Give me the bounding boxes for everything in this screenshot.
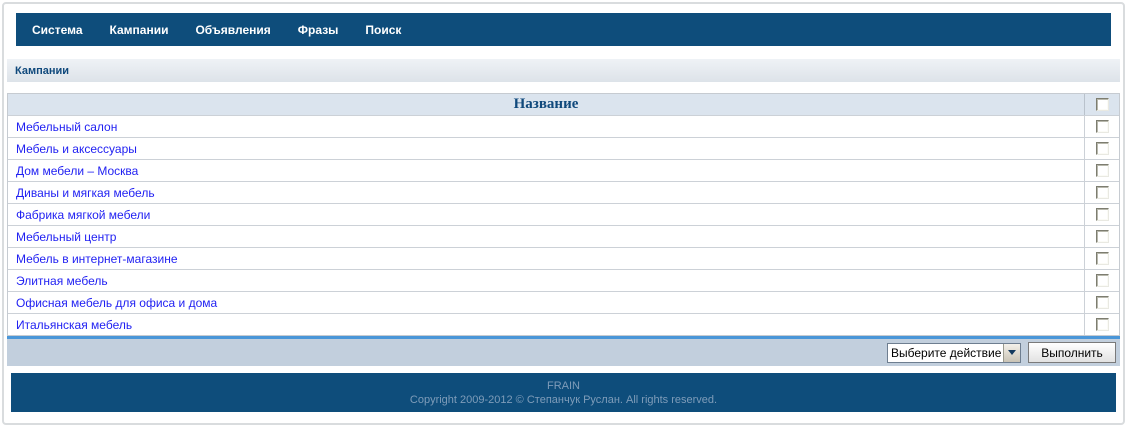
column-header-name: Название (513, 96, 579, 112)
row-checkbox-cell (1084, 116, 1119, 137)
row-checkbox-cell (1084, 270, 1119, 291)
campaign-name-cell: Дом мебели – Москва (8, 160, 1084, 181)
campaign-name-cell: Офисная мебель для офиса и дома (8, 292, 1084, 313)
footer: FRAIN Copyright 2009-2012 © Степанчук Ру… (11, 373, 1116, 412)
campaign-name-cell: Мебель в интернет-магазине (8, 248, 1084, 269)
row-checkbox-cell (1084, 314, 1119, 335)
campaign-link[interactable]: Итальянская мебель (16, 317, 133, 332)
campaign-name-cell: Элитная мебель (8, 270, 1084, 291)
table-row: Мебель и аксессуары (8, 137, 1119, 159)
top-navigation: Система Кампании Объявления Фразы Поиск (16, 13, 1111, 46)
nav-menu-item[interactable]: Поиск (365, 22, 402, 37)
breadcrumb-bar: Кампании (7, 59, 1120, 82)
row-checkbox[interactable] (1095, 120, 1109, 133)
campaign-link[interactable]: Элитная мебель (16, 273, 108, 288)
table-row: Диваны и мягкая мебель (8, 181, 1119, 203)
nav-menu-item[interactable]: Кампании (109, 22, 169, 37)
chevron-down-icon[interactable] (1003, 343, 1020, 362)
campaign-link[interactable]: Мебель и аксессуары (16, 141, 137, 156)
row-checkbox-cell (1084, 160, 1119, 181)
row-checkbox[interactable] (1095, 296, 1109, 309)
row-checkbox-cell (1084, 182, 1119, 203)
table-row: Мебельный центр (8, 225, 1119, 247)
table-header-row: Название (8, 93, 1119, 115)
nav-menu-item[interactable]: Фразы (297, 22, 339, 37)
row-checkbox[interactable] (1095, 230, 1109, 243)
campaign-link[interactable]: Диваны и мягкая мебель (16, 185, 155, 200)
campaign-name-cell: Итальянская мебель (8, 314, 1084, 335)
row-checkbox[interactable] (1095, 318, 1109, 331)
select-all-checkbox[interactable] (1095, 98, 1109, 111)
row-checkbox[interactable] (1095, 186, 1109, 199)
table-row: Элитная мебель (8, 269, 1119, 291)
row-checkbox-cell (1084, 138, 1119, 159)
select-all-cell (1084, 94, 1119, 115)
campaign-name-cell: Мебель и аксессуары (8, 138, 1084, 159)
table-row: Дом мебели – Москва (8, 159, 1119, 181)
row-checkbox[interactable] (1095, 142, 1109, 155)
table-row: Мебель в интернет-магазине (8, 247, 1119, 269)
campaign-link[interactable]: Мебель в интернет-магазине (16, 251, 178, 266)
campaign-name-cell: Мебельный салон (8, 116, 1084, 137)
accent-strip (7, 336, 1120, 339)
campaign-link[interactable]: Офисная мебель для офиса и дома (16, 295, 218, 310)
row-checkbox-cell (1084, 226, 1119, 247)
campaign-link[interactable]: Фабрика мягкой мебели (16, 207, 151, 222)
footer-copyright: Copyright 2009-2012 © Степанчук Руслан. … (409, 393, 718, 406)
row-checkbox[interactable] (1095, 164, 1109, 177)
row-checkbox[interactable] (1095, 252, 1109, 265)
table-row: Фабрика мягкой мебели (8, 203, 1119, 225)
table-row: Итальянская мебель (8, 313, 1119, 335)
campaign-link[interactable]: Мебельный салон (16, 119, 118, 134)
row-checkbox-cell (1084, 248, 1119, 269)
campaign-name-cell: Фабрика мягкой мебели (8, 204, 1084, 225)
table-row: Офисная мебель для офиса и дома (8, 291, 1119, 313)
campaign-name-cell: Мебельный центр (8, 226, 1084, 247)
action-bar: Выберите действие Выполнить (7, 339, 1120, 366)
campaign-name-cell: Диваны и мягкая мебель (8, 182, 1084, 203)
campaigns-table: Название Мебельный салон Мебель и аксесс… (7, 93, 1120, 336)
row-checkbox[interactable] (1095, 208, 1109, 221)
row-checkbox-cell (1084, 204, 1119, 225)
execute-button[interactable]: Выполнить (1028, 342, 1116, 363)
table-row: Мебельный салон (8, 115, 1119, 137)
row-checkbox-cell (1084, 292, 1119, 313)
nav-menu-item[interactable]: Система (32, 22, 83, 37)
breadcrumb: Кампании (15, 64, 70, 77)
action-select[interactable]: Выберите действие (887, 342, 1021, 363)
action-select-value: Выберите действие (891, 345, 1002, 360)
campaign-link[interactable]: Мебельный центр (16, 229, 117, 244)
footer-brand: FRAIN (547, 379, 580, 392)
nav-menu-item[interactable]: Объявления (195, 22, 271, 37)
campaign-link[interactable]: Дом мебели – Москва (16, 163, 139, 178)
row-checkbox[interactable] (1095, 274, 1109, 287)
